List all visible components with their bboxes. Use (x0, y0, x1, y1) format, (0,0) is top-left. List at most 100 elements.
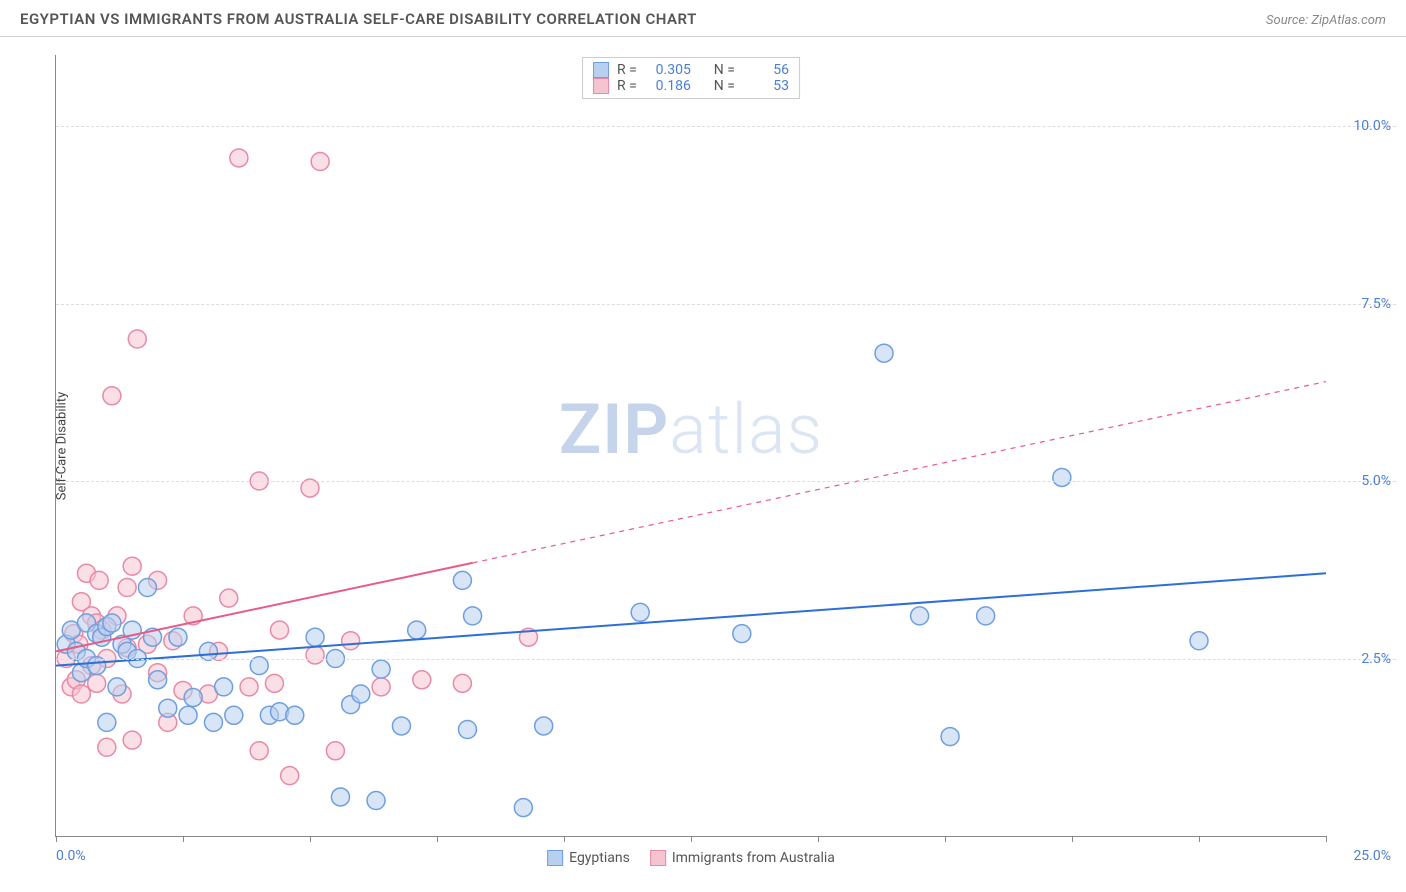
trend-line (56, 573, 1326, 665)
scatter-point (392, 717, 410, 735)
scatter-point (179, 706, 197, 724)
stats-row: R = 0.305 N = 56 (593, 62, 789, 78)
stats-n-value: 56 (743, 62, 789, 78)
scatter-point (977, 607, 995, 625)
scatter-point (98, 713, 116, 731)
plot-svg (56, 55, 1326, 836)
scatter-point (286, 706, 304, 724)
scatter-point (306, 646, 324, 664)
scatter-point (367, 792, 385, 810)
scatter-point (108, 678, 126, 696)
scatter-point (98, 738, 116, 756)
scatter-point (1190, 632, 1208, 650)
scatter-point (169, 628, 187, 646)
scatter-point (458, 721, 476, 739)
legend-item: Egyptians (547, 850, 630, 866)
chart-header: EGYPTIAN VS IMMIGRANTS FROM AUSTRALIA SE… (0, 0, 1406, 37)
scatter-point (631, 603, 649, 621)
stats-n-value: 53 (743, 78, 789, 94)
scatter-point (128, 330, 146, 348)
legend-label: Egyptians (569, 850, 630, 866)
scatter-point (204, 713, 222, 731)
stats-r-label: R = (617, 78, 637, 94)
scatter-point (326, 742, 344, 760)
scatter-point (271, 621, 289, 639)
y-tick-label: 5.0% (1361, 473, 1391, 489)
legend-swatch (547, 850, 563, 866)
x-axis-max-label: 25.0% (1353, 848, 1391, 864)
scatter-point (90, 571, 108, 589)
scatter-point (149, 671, 167, 689)
scatter-point (1053, 468, 1071, 486)
scatter-point (453, 571, 471, 589)
scatter-point (941, 728, 959, 746)
scatter-point (306, 628, 324, 646)
scatter-point (88, 674, 106, 692)
stats-r-value: 0.305 (645, 62, 691, 78)
stats-swatch (593, 78, 609, 94)
scatter-point (250, 742, 268, 760)
scatter-point (733, 625, 751, 643)
scatter-point (514, 799, 532, 817)
x-tick (310, 836, 311, 842)
y-tick-label: 2.5% (1361, 651, 1391, 667)
x-tick (564, 836, 565, 842)
x-tick (183, 836, 184, 842)
y-tick-label: 10.0% (1353, 118, 1391, 134)
scatter-point (342, 632, 360, 650)
scatter-point (413, 671, 431, 689)
gridline (56, 481, 1396, 482)
scatter-point (372, 660, 390, 678)
series-legend: Egyptians Immigrants from Australia (547, 850, 835, 866)
stats-r-value: 0.186 (645, 78, 691, 94)
y-tick-label: 7.5% (1361, 296, 1391, 312)
stats-n-label: N = (714, 62, 735, 78)
scatter-point (240, 678, 258, 696)
x-tick (818, 836, 819, 842)
scatter-point (184, 689, 202, 707)
chart-title: EGYPTIAN VS IMMIGRANTS FROM AUSTRALIA SE… (20, 10, 697, 28)
gridline (56, 126, 1396, 127)
scatter-point (225, 706, 243, 724)
gridline (56, 304, 1396, 305)
x-tick (1199, 836, 1200, 842)
scatter-point (138, 579, 156, 597)
scatter-point (103, 387, 121, 405)
stats-r-label: R = (617, 62, 637, 78)
x-tick (691, 836, 692, 842)
scatter-point (215, 678, 233, 696)
scatter-point (230, 149, 248, 167)
scatter-point (352, 685, 370, 703)
legend-label: Immigrants from Australia (672, 850, 835, 866)
scatter-point (535, 717, 553, 735)
scatter-point (281, 767, 299, 785)
scatter-point (453, 674, 471, 692)
scatter-point (875, 344, 893, 362)
scatter-point (118, 579, 136, 597)
stats-row: R = 0.186 N = 53 (593, 78, 789, 94)
scatter-point (159, 699, 177, 717)
legend-item: Immigrants from Australia (650, 850, 835, 866)
stats-n-label: N = (714, 78, 735, 94)
scatter-point (331, 788, 349, 806)
scatter-point (123, 731, 141, 749)
scatter-point (372, 678, 390, 696)
gridline (56, 659, 1396, 660)
scatter-point (311, 153, 329, 171)
stats-legend-box: R = 0.305 N = 56 R = 0.186 N = 53 (582, 57, 800, 99)
scatter-point (464, 607, 482, 625)
chart-source: Source: ZipAtlas.com (1266, 13, 1386, 28)
scatter-point (123, 557, 141, 575)
x-tick (1072, 836, 1073, 842)
scatter-point (220, 589, 238, 607)
x-tick (437, 836, 438, 842)
trend-line-extrapolated (473, 382, 1326, 563)
x-tick (945, 836, 946, 842)
scatter-point (103, 614, 121, 632)
x-tick (1326, 836, 1327, 842)
x-axis-min-label: 0.0% (56, 848, 86, 864)
chart-plot-area: ZIPatlas R =0.305 N =56R =0.186 N =53 0.… (55, 55, 1326, 837)
scatter-point (72, 685, 90, 703)
x-tick (56, 836, 57, 842)
stats-swatch (593, 62, 609, 78)
